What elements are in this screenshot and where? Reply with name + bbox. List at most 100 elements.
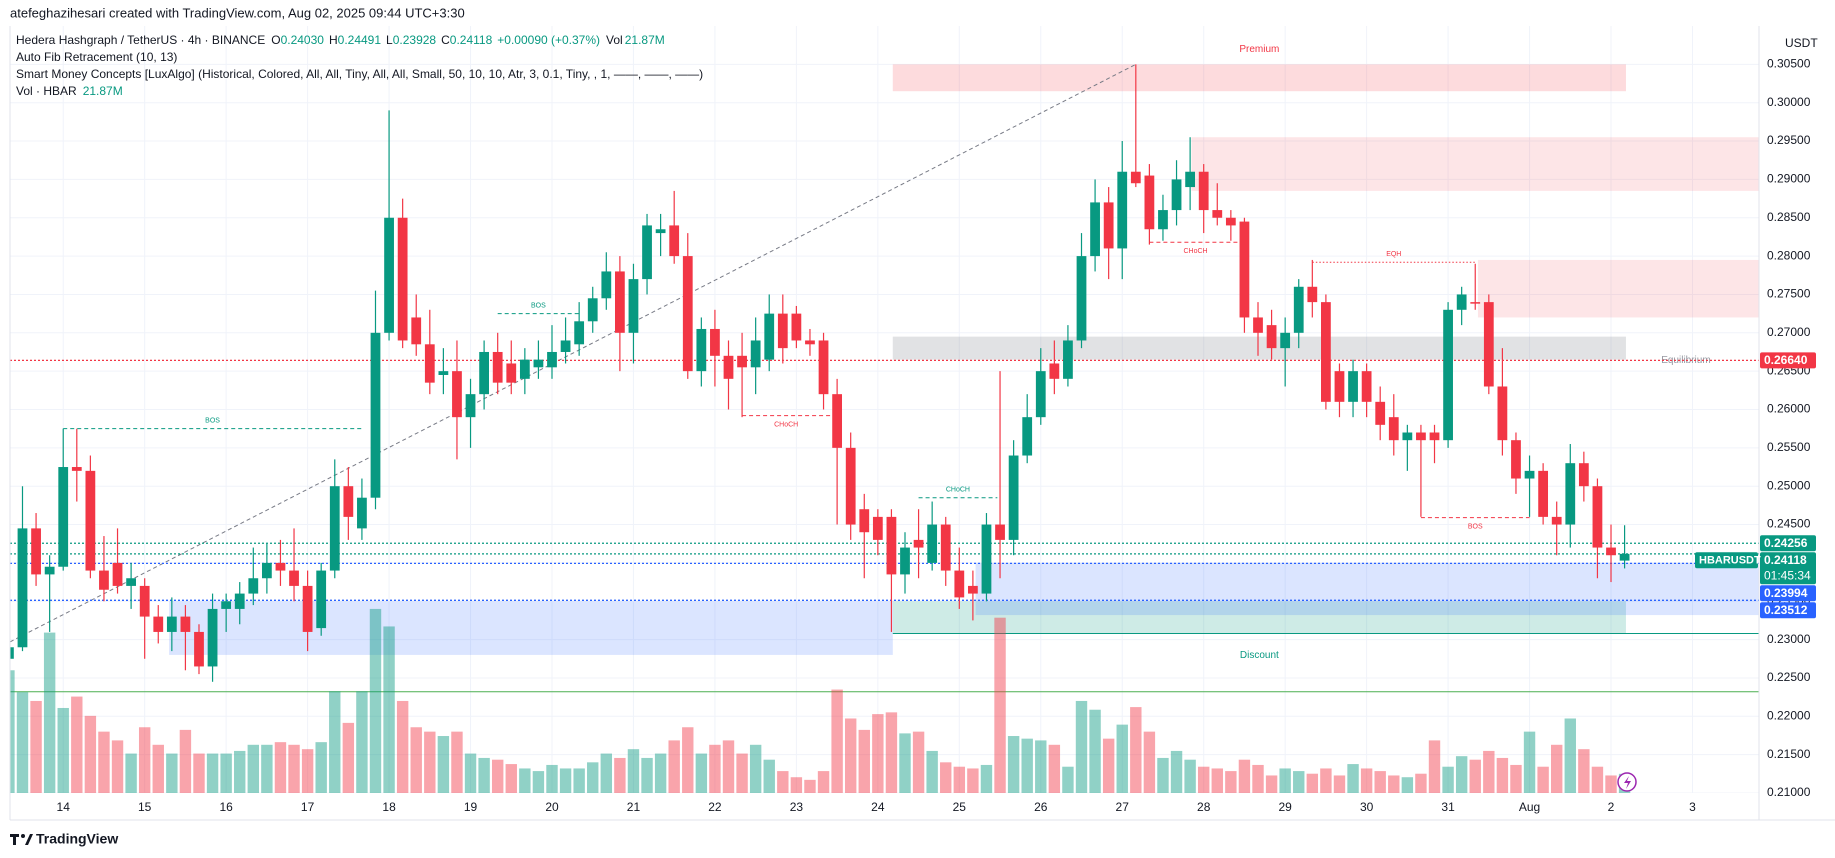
- volume-bar: [369, 608, 382, 793]
- volume-bar: [505, 764, 517, 793]
- candle-body: [628, 279, 639, 333]
- structure-label: CHoCH: [1183, 248, 1207, 255]
- candle-body: [1497, 386, 1508, 441]
- zone: [892, 336, 1626, 360]
- vol-indicator: Vol · HBAR 21.87M: [16, 84, 123, 98]
- volume-bar: [193, 753, 205, 793]
- volume-bar: [709, 744, 721, 793]
- ohlc-value: 0.23928: [393, 33, 437, 47]
- y-tick-label: 0.30500: [1767, 57, 1811, 71]
- volume-bar: [1130, 707, 1142, 793]
- volume-bar: [967, 768, 979, 793]
- zone: [1477, 259, 1759, 318]
- price-label-box: [1760, 552, 1816, 585]
- candle-body: [207, 608, 218, 667]
- volume-bar: [1279, 768, 1291, 793]
- candle-body: [1619, 553, 1630, 561]
- candle-body: [805, 340, 815, 345]
- volume-bar: [790, 777, 803, 793]
- vol-indicator-value: 21.87M: [83, 84, 123, 98]
- price-label: 0.26640: [1764, 353, 1808, 367]
- candle-body: [411, 317, 422, 345]
- volume-bar: [1442, 766, 1454, 793]
- y-tick-label: 0.23000: [1767, 632, 1811, 646]
- volume-bar: [274, 742, 287, 793]
- symbol-label: HBARUSDT: [1699, 555, 1761, 567]
- candle-body: [289, 570, 299, 586]
- volume-bar: [1089, 709, 1101, 793]
- volume-bar: [1320, 768, 1332, 793]
- volume-bar: [57, 707, 69, 793]
- candle-body: [872, 516, 883, 540]
- structure-label: BOS: [531, 302, 546, 309]
- candle-body: [859, 509, 870, 533]
- volume-bar: [519, 768, 531, 793]
- candle-body: [452, 371, 462, 418]
- candle-body: [1551, 516, 1562, 525]
- price-label-box: [1760, 602, 1816, 619]
- x-tick-label: 31: [1441, 800, 1455, 814]
- volume-bar: [1157, 757, 1169, 793]
- volume-bar: [410, 727, 422, 793]
- candle-body: [44, 566, 55, 575]
- volume-bar: [1293, 771, 1305, 793]
- candle-body: [1416, 432, 1426, 441]
- zone: [892, 601, 1626, 634]
- volume-bar: [940, 762, 952, 793]
- candle-body: [1592, 486, 1603, 548]
- candle-body: [492, 351, 503, 383]
- volume-bar: [315, 742, 327, 793]
- volume-bar: [1415, 773, 1427, 793]
- candle-body: [967, 585, 978, 594]
- candle-body: [669, 225, 680, 257]
- candle-body: [1456, 294, 1467, 310]
- volume-bar: [1184, 759, 1196, 793]
- zone-label: Discount: [1240, 650, 1279, 661]
- volume-bar: [1252, 764, 1264, 793]
- x-tick-label: 28: [1197, 800, 1211, 814]
- candle-body: [587, 298, 598, 322]
- candle-body: [153, 616, 164, 632]
- candle-body: [370, 332, 381, 498]
- volume-bar: [1306, 773, 1319, 793]
- volume-bar: [736, 753, 748, 793]
- volume-bar: [994, 617, 1006, 793]
- candle-body: [940, 524, 951, 571]
- volume-bar: [1102, 738, 1115, 793]
- volume-bar: [16, 692, 29, 793]
- candle-body: [397, 217, 408, 341]
- y-tick-label: 0.26000: [1767, 402, 1811, 416]
- volume-bar: [234, 750, 246, 793]
- candle-body: [112, 562, 123, 586]
- candle-body: [1307, 286, 1318, 303]
- volume-bar: [1605, 775, 1617, 793]
- y-tick-label: 0.25500: [1767, 440, 1811, 454]
- y-tick-label: 0.21500: [1767, 747, 1811, 761]
- volume-bar: [654, 753, 667, 793]
- volume-bar: [1062, 766, 1074, 793]
- volume-bar: [247, 744, 260, 793]
- x-tick-label: 26: [1034, 800, 1048, 814]
- volume-bar: [220, 753, 232, 793]
- candle-body: [1293, 286, 1304, 333]
- x-tick-label: 15: [138, 800, 152, 814]
- symbol-label-box: [1695, 552, 1758, 569]
- volume-bar: [1374, 771, 1386, 793]
- volume-bar: [872, 714, 884, 793]
- legend: atefeghazihesari created with TradingVie…: [10, 5, 1818, 98]
- price-label: 0.24118: [1764, 553, 1807, 567]
- candle-body: [900, 547, 910, 575]
- volume-bar: [600, 753, 613, 793]
- volume-bar: [206, 753, 219, 793]
- candle-body: [696, 328, 707, 372]
- candle-body: [1388, 417, 1399, 441]
- volume-bar: [342, 722, 355, 793]
- y-tick-label: 0.24500: [1767, 517, 1811, 531]
- volume-bar: [1496, 757, 1509, 793]
- candle-body: [1185, 171, 1196, 188]
- candle-body: [31, 528, 41, 575]
- candle-body: [302, 585, 313, 632]
- volume-bar: [1265, 775, 1278, 793]
- candle-body: [10, 647, 14, 659]
